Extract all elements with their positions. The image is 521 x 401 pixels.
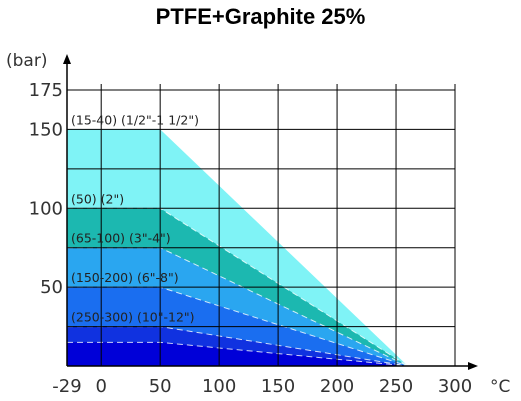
x-tick-label: -29 [52, 376, 81, 397]
x-tick-label: 0 [95, 376, 106, 397]
x-tick-label: 100 [202, 376, 236, 397]
x-tick-label: 50 [149, 376, 172, 397]
chart-title: PTFE+Graphite 25% [155, 4, 366, 29]
y-axis-arrow [63, 54, 71, 64]
y-axis-label: (bar) [6, 51, 47, 71]
series-label-4: (250-300) (10"-12") [71, 310, 195, 325]
series-area-5 [67, 342, 408, 366]
y-tick-label: 150 [29, 119, 63, 140]
series-label-2: (65-100) (3"-4") [71, 231, 171, 246]
y-tick-label: 100 [29, 198, 63, 219]
x-axis-arrow [468, 362, 478, 370]
series-label-3: (150-200) (6"-8") [71, 270, 179, 285]
x-tick-label: 200 [320, 376, 354, 397]
x-tick-label: 250 [379, 376, 413, 397]
x-tick-label: 300 [438, 376, 472, 397]
series-label-0: (15-40) (1/2"-1 1/2") [71, 112, 199, 127]
x-tick-label: 150 [261, 376, 295, 397]
x-axis-label: °C [490, 377, 510, 397]
y-tick-label: 175 [29, 80, 63, 101]
y-tick-label: 50 [40, 277, 63, 298]
series-label-1: (50) (2") [71, 191, 124, 206]
